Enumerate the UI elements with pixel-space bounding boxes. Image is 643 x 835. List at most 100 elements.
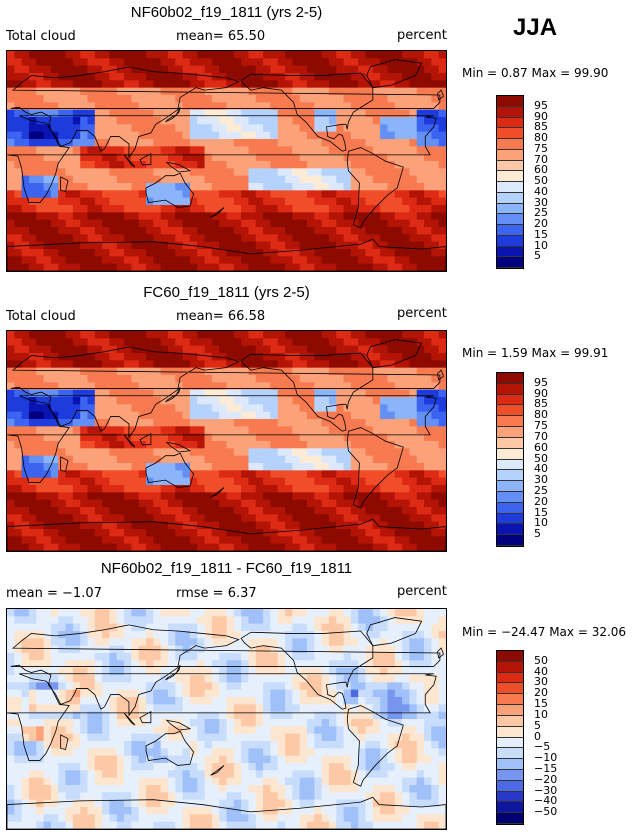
colorbar-tick-label: 15: [534, 227, 548, 241]
colorbar-cell: [497, 502, 523, 514]
colorbar-cell: [497, 405, 523, 417]
colorbar-tick-label: 5: [534, 718, 541, 732]
panel-title: NF60b02_f19_1811 (yrs 2-5): [130, 4, 323, 21]
min-max-label: Min = 1.59 Max = 99.91: [462, 346, 609, 360]
coastline: [346, 705, 404, 787]
colorbar-cell: [497, 235, 523, 247]
colorbar-cell: [497, 416, 523, 428]
coastline: [60, 734, 69, 751]
map-difference-field: [7, 609, 446, 829]
colorbar-cell: [497, 481, 523, 492]
map-difference: [6, 608, 447, 830]
colorbar-cell: [497, 246, 523, 258]
colorbar-cell: [497, 214, 523, 225]
colorbar-cell: [497, 780, 523, 792]
colorbar-tick-label: 80: [534, 131, 548, 144]
variable-label: Total cloud: [6, 309, 76, 324]
colorbar-tick-label: 60: [534, 163, 548, 177]
colorbar-fc60: [496, 372, 524, 547]
colorbar-tick-label: 50: [534, 174, 548, 187]
coastline: [7, 518, 446, 551]
colorbar-cell: [497, 694, 523, 706]
colorbar-cell: [497, 106, 523, 118]
colorbar-cell: [497, 791, 523, 803]
season-label: JJA: [513, 14, 558, 41]
coastline: [437, 369, 445, 381]
colorbar-tick-label: −5: [534, 740, 551, 754]
coastline: [366, 339, 423, 369]
min-max-label: Min = −24.47 Max = 32.06: [462, 625, 627, 639]
colorbar-cell: [497, 149, 523, 161]
coastline: [165, 387, 181, 403]
coastline: [165, 719, 192, 731]
coastline: [437, 89, 445, 101]
colorbar-cell: [497, 128, 523, 139]
colorbar-tick-label: 75: [534, 141, 548, 155]
colorbar-cell: [497, 470, 523, 482]
colorbar-tick-label: −20: [534, 772, 558, 786]
rmse-label: rmse = 6.37: [176, 586, 257, 601]
colorbar-cell: [497, 448, 523, 460]
colorbar-cell: [497, 225, 523, 236]
coastline: [139, 710, 152, 724]
colorbar-tick-label: 10: [534, 238, 548, 252]
coastline: [165, 107, 181, 123]
mean-label: mean= 66.58: [176, 309, 266, 324]
coastline: [7, 395, 437, 483]
units-label: percent: [397, 306, 447, 321]
coastline: [165, 441, 192, 453]
panel-title: NF60b02_f19_1811 - FC60_f19_1811: [100, 560, 353, 577]
colorbar-tick-label: 80: [534, 408, 548, 422]
map-fc60-field: [7, 331, 446, 551]
colorbar-cell: [497, 683, 523, 695]
colorbar-tick-label: 90: [534, 386, 548, 400]
units-label: percent: [397, 28, 447, 43]
colorbar-cell: [497, 672, 523, 684]
colorbar-cell: [497, 769, 523, 781]
colorbar-cell: [497, 139, 523, 150]
coastline: [7, 115, 437, 203]
colorbar-cell: [497, 726, 523, 738]
coastline: [60, 176, 69, 193]
colorbar-tick-label: −40: [534, 794, 558, 808]
colorbar-cell: [497, 524, 523, 536]
colorbar-tick-label: 5: [534, 249, 541, 263]
coastline: [165, 665, 181, 681]
colorbar-cell: [497, 383, 523, 395]
coastline: [10, 66, 441, 159]
colorbar-cell: [497, 203, 523, 215]
colorbar-tick-label: 75: [534, 419, 548, 433]
colorbar-cell: [497, 535, 523, 546]
colorbar-cell: [497, 96, 523, 107]
panel-title: FC60_f19_1811 (yrs 2-5): [143, 284, 310, 301]
colorbar-difference: [496, 650, 524, 825]
colorbar-tick-label: 50: [534, 653, 548, 667]
map-nf60b02-field: [7, 51, 446, 271]
colorbar-cell: [497, 257, 523, 268]
coastline: [7, 238, 446, 271]
coastline: [7, 796, 446, 829]
colorbar-tick-label: 15: [534, 505, 548, 519]
colorbar-tick-label: 85: [534, 120, 548, 134]
map-nf60b02: [6, 50, 447, 272]
variable-label: Total cloud: [6, 29, 76, 44]
colorbar-tick-label: 20: [534, 686, 548, 700]
colorbar-cell: [497, 117, 523, 129]
colorbar-cell: [497, 437, 523, 449]
colorbar-cell: [497, 748, 523, 760]
colorbar-cell: [497, 373, 523, 384]
colorbar-tick-label: 85: [534, 397, 548, 411]
colorbar-tick-label: 40: [534, 664, 548, 678]
coastline: [346, 427, 404, 509]
coastline: [7, 673, 437, 761]
colorbar-tick-label: 20: [534, 494, 548, 508]
colorbar-tick-label: 30: [534, 195, 548, 209]
colorbar-cell: [497, 160, 523, 172]
colorbar-tick-label: 25: [534, 206, 548, 220]
colorbar-tick-label: 60: [534, 440, 548, 454]
colorbar-tick-label: 50: [534, 451, 548, 465]
colorbar-tick-label: 10: [534, 707, 548, 721]
map-fc60: [6, 330, 447, 552]
coastline: [10, 624, 441, 717]
colorbar-tick-label: −50: [534, 805, 558, 819]
